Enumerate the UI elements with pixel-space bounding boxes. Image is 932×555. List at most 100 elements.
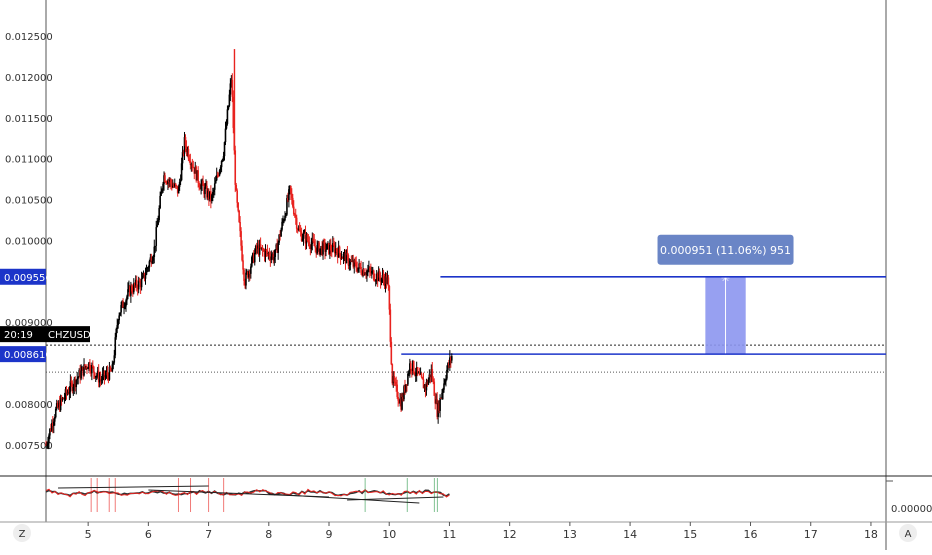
candle <box>140 271 143 291</box>
candle-body <box>313 241 316 247</box>
upper-price-tag: 0.009556 <box>0 268 52 285</box>
candle-body <box>328 242 330 254</box>
horizontal-lines[interactable] <box>401 275 886 355</box>
candle <box>276 238 278 254</box>
candle-body <box>224 128 227 143</box>
candle <box>297 225 300 232</box>
candle-body <box>63 397 66 399</box>
candle-body <box>262 250 265 252</box>
candle-body <box>71 382 74 391</box>
candle-body <box>116 325 119 329</box>
zoom-reset-button[interactable]: Z <box>13 524 31 542</box>
candle-body <box>114 337 117 356</box>
candle <box>106 365 109 381</box>
candle <box>164 172 166 183</box>
candle-body <box>151 260 154 264</box>
candle <box>427 377 430 386</box>
candle-body <box>343 253 346 255</box>
measure-handle-icon[interactable]: ✳ <box>721 273 730 285</box>
x-tick-label: 12 <box>503 528 517 541</box>
candle <box>91 362 93 381</box>
candle-body <box>112 362 115 365</box>
candle <box>320 245 322 256</box>
candle-body <box>69 381 72 392</box>
candle-body <box>291 193 293 198</box>
candle-body <box>291 197 294 207</box>
candle <box>336 247 339 264</box>
candle <box>135 275 138 292</box>
candle-body <box>427 379 430 385</box>
candle-body <box>441 392 443 399</box>
candle-body <box>268 253 271 258</box>
candle-body <box>218 170 221 176</box>
candle-body <box>402 396 404 400</box>
candle <box>441 389 443 401</box>
candle <box>373 273 376 282</box>
y-tick-label: 0.009000 <box>5 318 53 329</box>
candle <box>439 394 441 418</box>
x-tick-label: 15 <box>683 528 697 541</box>
candle <box>436 392 438 420</box>
candle <box>47 436 49 450</box>
candle-body <box>261 247 264 251</box>
candle-body <box>371 270 374 272</box>
candle <box>357 267 359 273</box>
candle <box>294 208 297 225</box>
candle <box>245 268 247 290</box>
candle <box>252 252 254 264</box>
candle-body <box>397 396 399 401</box>
candle <box>94 375 97 383</box>
candle <box>184 134 187 152</box>
candle-body <box>331 243 334 252</box>
candle <box>147 265 150 272</box>
candle-body <box>72 387 75 391</box>
candle-body <box>99 378 102 380</box>
candle <box>215 167 218 182</box>
y-tick-label: 0.011000 <box>5 155 53 166</box>
candle-body <box>284 215 286 221</box>
candle <box>406 384 408 392</box>
candle <box>112 361 115 370</box>
candle-body <box>373 279 376 281</box>
candle-body <box>311 238 314 244</box>
candle <box>237 202 239 213</box>
candle-body <box>161 189 163 192</box>
candle <box>158 205 160 223</box>
candle <box>104 370 107 381</box>
candle-body <box>154 245 157 247</box>
candle-body <box>377 271 380 282</box>
auto-scale-button[interactable]: A <box>899 524 917 542</box>
candle-body <box>292 206 295 215</box>
candle <box>146 266 149 273</box>
candle <box>238 209 240 223</box>
candle-body <box>405 384 407 392</box>
candle-body <box>125 300 127 307</box>
candle <box>264 244 267 263</box>
candle <box>148 259 151 272</box>
candle <box>383 273 386 289</box>
candle <box>152 254 155 264</box>
candle <box>338 245 341 258</box>
candle-body <box>239 222 241 232</box>
candle-body <box>79 370 81 379</box>
candle <box>207 188 209 201</box>
candle <box>343 249 346 262</box>
candle <box>217 172 220 178</box>
candle <box>203 183 205 198</box>
candle <box>268 247 271 262</box>
candle <box>445 374 447 387</box>
candle-body <box>269 257 272 261</box>
candle-body <box>240 231 242 246</box>
candle <box>99 371 102 387</box>
candle <box>291 194 294 209</box>
candle-body <box>364 274 366 276</box>
x-tick-label: 6 <box>145 528 152 541</box>
candle <box>214 175 217 184</box>
candle <box>246 269 248 275</box>
candle-body <box>169 179 171 182</box>
x-tick-label: 9 <box>326 528 333 541</box>
candle <box>53 418 55 434</box>
candle-body <box>183 137 186 154</box>
